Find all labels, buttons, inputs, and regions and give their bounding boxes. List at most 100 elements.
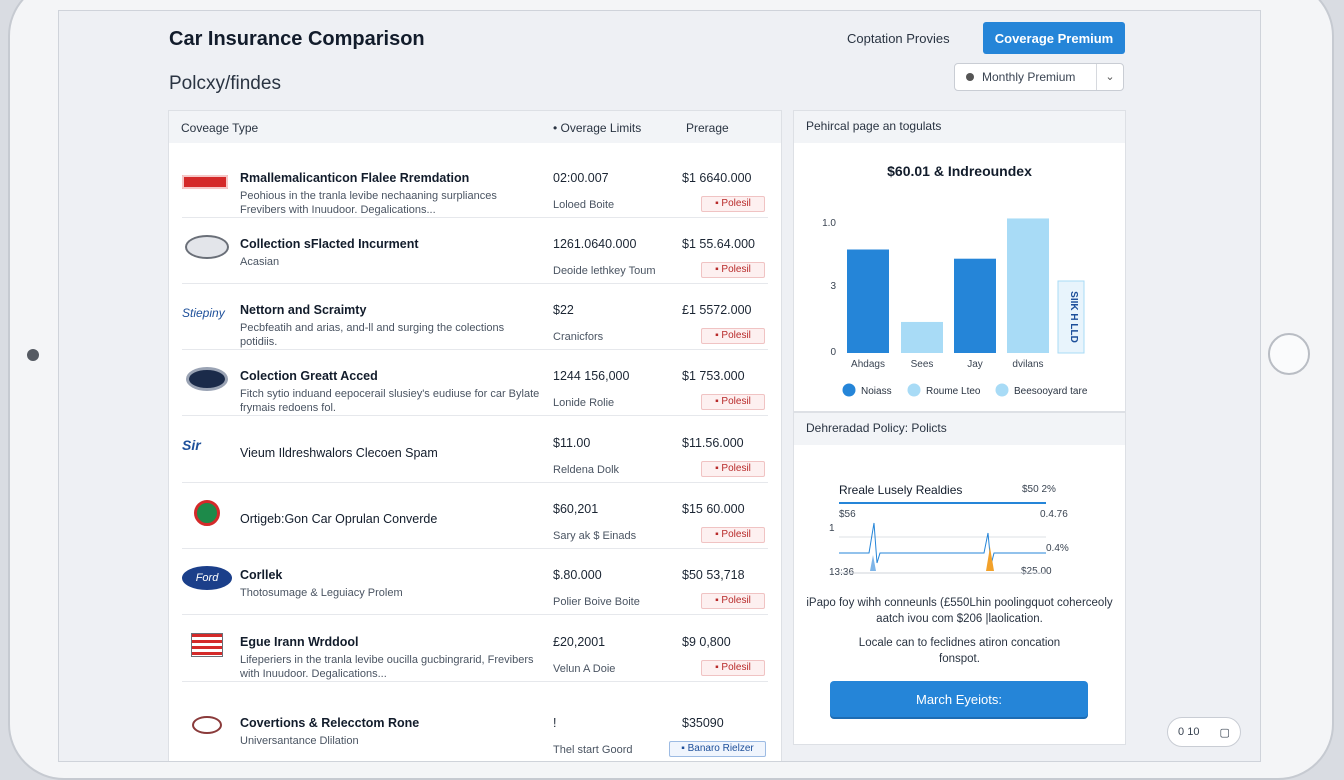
- chevron-down-icon[interactable]: ⌄: [1096, 64, 1123, 90]
- row-limit: 02:00.007: [553, 171, 609, 185]
- lock-icon[interactable]: ▢: [1219, 726, 1230, 739]
- row-name: Corllek: [240, 568, 283, 582]
- row-name: Vieum Ildreshwalors Clecoen Spam: [240, 446, 438, 460]
- table-row[interactable]: Ortigeb:Gon Car Oprulan Converde $60,201 S…: [182, 482, 768, 549]
- row-limit: 1261.0640.000: [553, 237, 637, 251]
- table-header: Coveage Type • Overage Limits Prerage: [169, 111, 781, 143]
- row-name: Collection sFlacted Incurment: [240, 237, 419, 251]
- legend-marker: [907, 383, 921, 397]
- coptation-provies-link[interactable]: Coptation Provies: [847, 31, 950, 46]
- column-header-type[interactable]: Coveage Type: [181, 121, 259, 135]
- row-badge[interactable]: ▪ Polesil: [701, 660, 765, 676]
- table-row[interactable]: Collection sFlacted Incurment Acasian 1261…: [182, 217, 768, 284]
- x-tick-label: Sees: [911, 359, 934, 370]
- camera-icon: [27, 349, 39, 361]
- row-limit-sub: Lonide Rolie: [553, 397, 615, 409]
- dropdown-value: Monthly Premium: [982, 70, 1076, 84]
- row-badge[interactable]: ▪ Polesil: [701, 262, 765, 278]
- y-tick-label: 0: [830, 347, 836, 358]
- row-limit: !: [553, 716, 557, 730]
- table-row[interactable]: Ford Corllek Thotosumage & Leguiacy Prolem…: [182, 548, 768, 615]
- row-premium: $1 6640.000: [682, 171, 752, 185]
- policy-panel-header: Dehreradad Policy: Policts: [794, 413, 1125, 445]
- y-tick-label: 1.0: [822, 218, 836, 229]
- mini-label-left-1: 1: [829, 523, 835, 534]
- row-premium: $1 753.000: [682, 369, 745, 383]
- chart-panel: Pehircal page an togulats $60.01 & Indre…: [793, 110, 1126, 412]
- x-tick-label: Jay: [967, 359, 983, 370]
- legend-marker: [842, 383, 856, 397]
- table-row[interactable]: Rmallemalicanticon Flalee Rremdation Peoh…: [182, 151, 768, 218]
- x-tick-label: Ahdags: [851, 359, 885, 370]
- row-name: Rmallemalicanticon Flalee Rremdation: [240, 171, 470, 185]
- row-premium: $11.56.000: [682, 436, 744, 450]
- table-row[interactable]: Stiepiny Nettorn and Scraimty Pecbfeatih a…: [182, 283, 768, 350]
- row-badge[interactable]: ▪ Polesil: [701, 328, 765, 344]
- row-limit-sub: Deoide lethkey Toum: [553, 265, 656, 277]
- coverage-premium-button[interactable]: Coverage Premium: [983, 22, 1125, 54]
- home-button[interactable]: [1268, 333, 1310, 375]
- flag-shield-logo-icon: [182, 633, 232, 659]
- table-row[interactable]: Colection Greatt Acced Fitch sytio induan…: [182, 349, 768, 416]
- row-badge[interactable]: ▪ Polesil: [701, 394, 765, 410]
- row-limit: $.80.000: [553, 568, 602, 582]
- row-description: Universantance Dlilation: [240, 735, 359, 747]
- row-limit-sub: Velun A Doie: [553, 663, 616, 675]
- oval-emblem-logo-icon: [182, 235, 232, 261]
- table-row[interactable]: Sir Vieum Ildreshwalors Clecoen Spam $11.0…: [182, 416, 768, 483]
- row-badge[interactable]: ▪ Banaro Rielzer: [669, 741, 766, 757]
- row-premium: $9 0,800: [682, 635, 731, 649]
- column-header-premium[interactable]: Prerage: [686, 121, 729, 135]
- row-badge[interactable]: ▪ Polesil: [701, 461, 765, 477]
- row-description: Thotosumage & Leguiacy Prolem: [240, 587, 403, 599]
- legend-label: Noiass: [861, 386, 892, 397]
- row-limit-sub: Thel start Goord: [553, 744, 633, 756]
- premium-dropdown[interactable]: Monthly Premium ⌄: [954, 63, 1124, 91]
- row-premium: $35090: [682, 716, 724, 730]
- match-button[interactable]: March Eyeiots:: [830, 681, 1088, 717]
- legend-marker: [995, 383, 1009, 397]
- row-badge[interactable]: ▪ Polesil: [701, 593, 765, 609]
- small-oval-logo-icon: [182, 714, 232, 740]
- bar-chart: Ahdags Sees Jay dvilans SIIK H LLD 1.0 3 0 Noias…: [822, 218, 1088, 397]
- row-name: Covertions & Relecctom Rone: [240, 716, 420, 730]
- row-badge[interactable]: ▪ Polesil: [701, 196, 765, 212]
- row-description: Peohious in the tranla levibe nechaaning…: [240, 190, 497, 216]
- green-badge-logo-icon: [182, 500, 232, 526]
- script-wordmark-logo-icon: Stiepiny: [182, 306, 225, 320]
- side-label-box: [1057, 280, 1085, 354]
- y-tick-label: 3: [830, 281, 836, 292]
- policy-panel: Dehreradad Policy: Policts Rreale Lusely…: [793, 412, 1126, 745]
- row-limit: 1244 156,000: [553, 369, 630, 383]
- page-title: Car Insurance Comparison: [169, 28, 425, 50]
- row-description: Lifeperiers in the tranla levibe oucilla…: [240, 654, 534, 680]
- row-premium: £1 5572.000: [682, 303, 752, 317]
- row-name: Colection Greatt Acced: [240, 369, 378, 383]
- table-row[interactable]: Covertions & Relecctom Rone Universantanc…: [182, 696, 768, 761]
- row-premium: $1 55.64.000: [682, 237, 755, 251]
- row-limit-sub: Cranicfors: [553, 331, 604, 343]
- comparison-table: Coveage Type • Overage Limits Prerage Rm…: [168, 110, 782, 761]
- column-header-limits[interactable]: • Overage Limits: [553, 121, 642, 135]
- row-limit: £20,2001: [553, 635, 606, 649]
- legend-label: Beesooyard tare: [1014, 386, 1088, 397]
- row-description: Fitch sytio induand eepocerail slusiey's…: [240, 388, 540, 414]
- row-description: Pecbfeatih and arias, and-ll and surging…: [240, 322, 505, 348]
- mini-label-left-0: $56: [839, 509, 856, 520]
- zoom-value: 0 10: [1178, 726, 1200, 738]
- ford-oval-logo-icon: Ford: [182, 566, 232, 592]
- row-premium: $15 60.000: [682, 502, 745, 516]
- mini-chart-top-right: $50 2%: [1022, 484, 1056, 495]
- row-limit-sub: Loloed Boite: [553, 199, 615, 211]
- policy-note: Locale can to feclidnes atiron concation…: [858, 637, 1061, 665]
- bar-1: [901, 321, 943, 353]
- row-limit: $11.00: [553, 436, 591, 450]
- row-name: Egue Irann Wrddool: [240, 635, 359, 649]
- location-pin-icon: [966, 73, 974, 81]
- row-badge[interactable]: ▪ Polesil: [701, 527, 765, 543]
- bar-0: [847, 249, 889, 353]
- row-limit-sub: Sary ak $ Einads: [553, 530, 637, 542]
- table-row[interactable]: Egue Irann Wrddool Lifeperiers in the tra…: [182, 615, 768, 682]
- mini-line-chart: [839, 502, 1046, 574]
- zoom-control[interactable]: 0 10 ▢: [1167, 717, 1241, 747]
